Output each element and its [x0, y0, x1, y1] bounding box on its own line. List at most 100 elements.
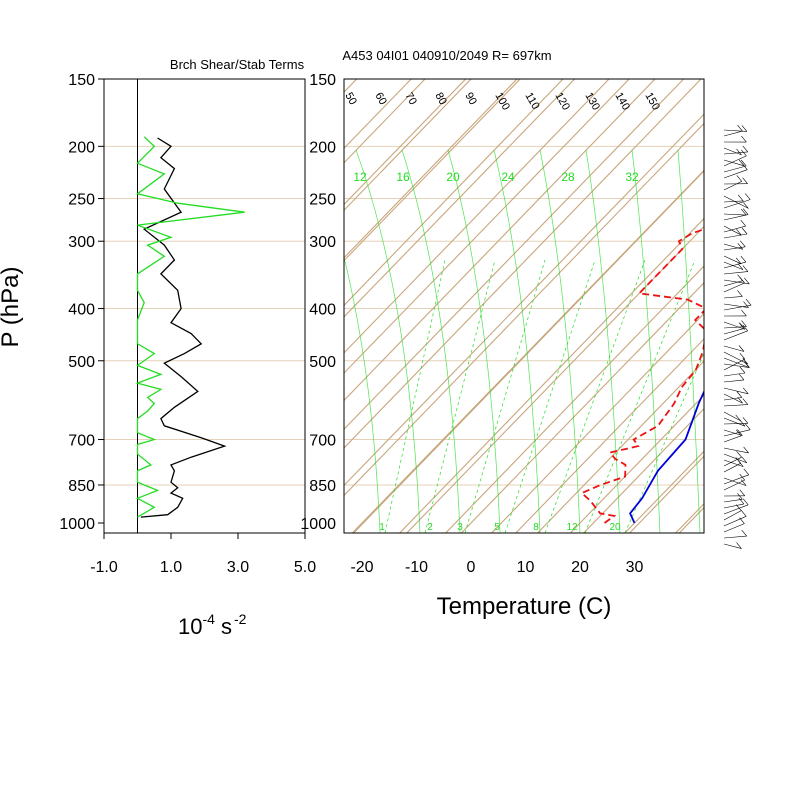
- wind-barb-flag: [737, 290, 743, 297]
- wind-barb-shaft: [723, 510, 742, 521]
- wind-barb-shaft: [723, 345, 745, 352]
- skewt-y-tick-label: 850: [309, 478, 336, 495]
- right-panel-title: A453 04I01 040910/2049 R= 697km: [342, 48, 551, 63]
- skewed-isotherm: [344, 113, 704, 487]
- skewt-y-tick-label: 150: [309, 72, 336, 89]
- skewt-y-tick-label: 200: [309, 139, 336, 156]
- skewt-x-tick-label: 30: [626, 559, 644, 576]
- skewt-y-tick-label: 250: [309, 192, 336, 209]
- left-y-tick-label: 500: [68, 354, 95, 371]
- dry-adiabat: [536, 360, 704, 533]
- wind-barb-flag: [737, 429, 743, 436]
- wind-barb-flag: [735, 429, 742, 436]
- skewed-isotherm: [569, 394, 704, 533]
- left-panel: 150 200 250 300 400 500 700 850 1000 -1.0 1.0 3.0 5.…: [59, 72, 316, 576]
- wind-barb-shaft: [723, 404, 748, 407]
- wind-barb-shaft: [723, 296, 743, 299]
- isotherm-label: 110: [522, 91, 541, 112]
- wind-barb-flag: [735, 504, 742, 511]
- mixing-ratio-label-bottom: 12: [566, 522, 578, 533]
- wind-barb-flag: [736, 148, 742, 156]
- wind-barb-flag: [737, 493, 743, 500]
- left-x-tick-label: 1.0: [160, 559, 182, 576]
- wind-barb-shaft: [723, 303, 749, 308]
- wind-barb-flag: [736, 229, 742, 236]
- dry-adiabat: [344, 79, 656, 402]
- left-x-tick-label: 3.0: [227, 559, 249, 576]
- wind-barb-flag: [740, 208, 747, 216]
- wind-barb-flag: [745, 299, 752, 306]
- wind-barb-shaft: [723, 214, 749, 221]
- moist-adiabat: [585, 149, 621, 533]
- wind-barb-shaft: [723, 357, 750, 368]
- mixing-ratio-label-top: 12: [353, 170, 367, 184]
- wind-barb-shaft: [723, 423, 748, 425]
- wind-barbs: [723, 124, 752, 549]
- dry-adiabat: [344, 79, 564, 307]
- left-y-tick-label: 300: [68, 234, 95, 251]
- units-s: s: [221, 614, 232, 639]
- wind-barb-shaft: [723, 456, 742, 467]
- isotherm-label: 70: [402, 91, 419, 108]
- dry-adiabat: [352, 170, 704, 533]
- wind-barb-shaft: [723, 397, 742, 401]
- wind-barb-shaft: [723, 321, 746, 330]
- wind-barb-flag: [743, 202, 749, 209]
- wind-barb-flag: [741, 456, 748, 464]
- wind-barb-shaft: [723, 225, 746, 233]
- mixing-ratio-label-top: 16: [396, 170, 410, 184]
- skewed-isotherm: [515, 338, 704, 533]
- stability-term-line: [135, 136, 245, 518]
- wind-barb-shaft: [723, 195, 749, 209]
- wind-barb-flag: [742, 357, 748, 365]
- dewpoint-profile: [580, 228, 704, 524]
- wind-barb-flag: [739, 489, 746, 496]
- isotherm-label: 60: [372, 91, 389, 108]
- wind-barb-flag: [742, 208, 749, 215]
- wind-barb-shaft: [723, 282, 745, 293]
- mixing-ratio-line: [624, 352, 704, 533]
- mixing-ratio-line: [544, 259, 646, 533]
- wind-barb-shaft: [723, 151, 748, 155]
- moist-adiabat: [493, 149, 541, 533]
- skewed-isotherm: [344, 79, 576, 318]
- wind-barb-shaft: [723, 479, 745, 491]
- wind-barb-flag: [739, 517, 745, 524]
- moist-adiabat: [447, 149, 501, 533]
- wind-barb-shaft: [723, 169, 748, 179]
- wind-barb-flag: [737, 124, 743, 132]
- temperature-profile: [629, 389, 704, 524]
- wind-barb-flag: [737, 263, 744, 270]
- skewed-isotherm: [344, 79, 521, 262]
- wind-barb-flag: [742, 163, 748, 170]
- skewed-isotherm: [344, 79, 358, 93]
- units-s-exponent: -2: [234, 611, 247, 627]
- moist-adiabat: [401, 149, 461, 533]
- shear-term-line: [140, 137, 227, 518]
- wind-barb-shaft: [723, 261, 744, 270]
- skewed-isotherm: [344, 79, 685, 430]
- wind-barb-flag: [741, 320, 747, 327]
- moist-adiabat: [355, 149, 421, 533]
- wind-barb-flag: [741, 135, 747, 143]
- mixing-ratio-label-top: 28: [561, 170, 575, 184]
- skewed-isotherm: [351, 169, 704, 533]
- left-y-tick-label: 400: [68, 302, 95, 319]
- left-x-tick-label: -1.0: [90, 559, 118, 576]
- wind-barb-flag: [741, 227, 748, 235]
- wind-barb-shaft: [723, 411, 741, 422]
- wind-barb-shaft: [723, 429, 751, 437]
- mixing-ratio-line: [584, 259, 696, 533]
- wind-barb-flag: [743, 468, 750, 475]
- wind-barb-flag: [738, 373, 745, 381]
- skewed-isotherm: [406, 225, 704, 533]
- wind-barb-shaft: [723, 243, 743, 250]
- wind-barb-flag: [741, 309, 747, 317]
- wind-barb-shaft: [723, 200, 744, 203]
- dry-adiabat: [582, 407, 704, 533]
- wind-barb-shaft: [723, 453, 748, 464]
- wind-barb-flag: [735, 414, 741, 422]
- wind-barb-flag: [739, 323, 746, 330]
- wind-barb-shaft: [723, 280, 743, 287]
- moist-adiabat: [677, 149, 701, 533]
